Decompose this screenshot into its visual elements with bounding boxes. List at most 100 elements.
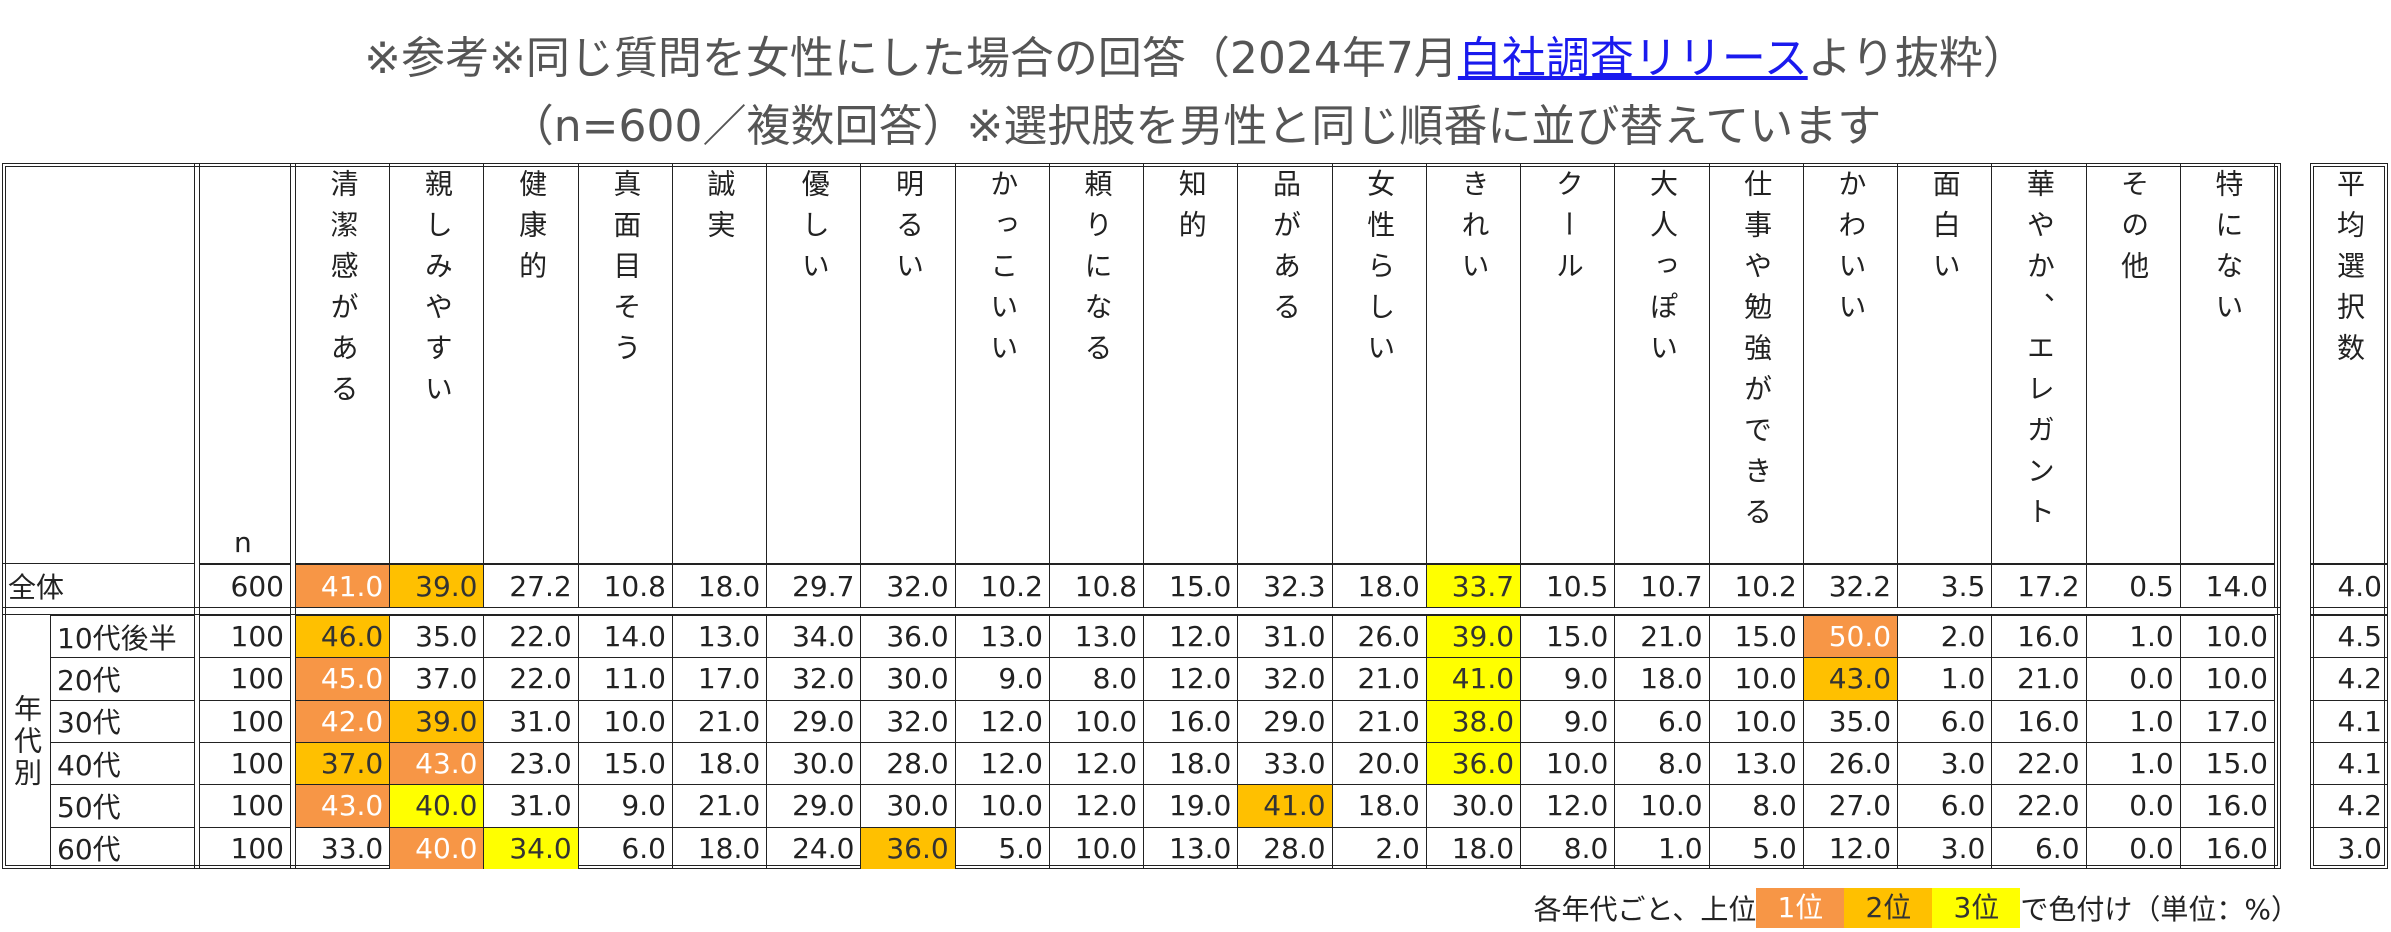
value-cell: 13.0 [1709, 742, 1804, 785]
value-cell: 37.0 [390, 657, 485, 700]
column-header: 真面目そう [578, 163, 673, 564]
column-header-text: 知的 [1174, 169, 1208, 251]
value-cell: 6.0 [1992, 826, 2087, 869]
column-header: かわいい [1803, 163, 1899, 564]
value-cell: 10.0 [2180, 615, 2275, 658]
value-cell: 1.0 [2086, 699, 2181, 742]
row-label: 50代 [50, 784, 194, 827]
value-cell: 10.0 [1049, 826, 1145, 869]
column-header: 誠実 [672, 163, 768, 564]
average-cell: 4.2 [2310, 784, 2388, 826]
footnote-text: で色付け（単位：%） [2020, 893, 2299, 926]
average-header: 平均選択数 [2310, 163, 2388, 564]
value-cell: 45.0 [296, 657, 391, 700]
column-header: 華やか、エレガント [1992, 163, 2087, 564]
value-cell: 42.0 [296, 699, 391, 742]
title-text: ※参考※同じ質問を女性にした場合の回答（2024年7月 [364, 33, 1458, 84]
legend-item: 3位 [1932, 888, 2021, 928]
value-cell: 39.0 [1426, 615, 1522, 658]
column-header: 知的 [1144, 163, 1239, 564]
value-cell: 32.0 [1238, 657, 1333, 700]
value-cell: 18.0 [1332, 784, 1427, 827]
row-label: 30代 [50, 699, 194, 742]
title-text: より抜粋） [1807, 33, 2027, 84]
value-cell: 1.0 [2086, 615, 2181, 658]
value-cell: 21.0 [672, 784, 768, 827]
value-cell: 3.0 [1898, 826, 1993, 869]
table-frame [2, 163, 2281, 869]
value-cell: 12.0 [1144, 657, 1239, 700]
value-cell: 32.2 [1803, 564, 1899, 607]
header-blank [2, 163, 194, 564]
value-cell: 26.0 [1332, 615, 1427, 658]
value-cell: 22.0 [1992, 742, 2087, 785]
value-cell: 43.0 [390, 742, 485, 785]
value-cell: 13.0 [672, 615, 768, 658]
value-cell: 38.0 [1426, 699, 1522, 742]
value-cell: 32.0 [861, 699, 956, 742]
value-cell: 33.7 [1426, 564, 1522, 607]
column-header: 頼りになる [1049, 163, 1145, 564]
value-cell: 6.0 [1615, 699, 1710, 742]
value-cell: 21.0 [1332, 699, 1427, 742]
value-cell: 30.0 [861, 657, 956, 700]
value-cell: 36.0 [1426, 742, 1522, 785]
value-cell: 11.0 [578, 657, 673, 700]
value-cell: 12.0 [1803, 826, 1899, 869]
value-cell: 12.0 [1144, 615, 1239, 658]
legend-item: 1位 [1756, 888, 1845, 928]
column-header-text: 面白い [1928, 169, 1962, 292]
n-cell: 100 [200, 657, 290, 699]
n-cell: 100 [200, 615, 290, 657]
value-cell: 17.0 [2180, 699, 2275, 742]
value-cell: 21.0 [1615, 615, 1710, 658]
value-cell: 39.0 [390, 699, 485, 742]
value-cell: 21.0 [672, 699, 768, 742]
column-header: 清潔感がある [296, 163, 391, 564]
value-cell: 18.0 [1426, 826, 1522, 869]
column-header: クール [1521, 163, 1616, 564]
legend: 1位 2位 3位 [1756, 888, 2021, 928]
value-cell: 20.0 [1332, 742, 1427, 785]
value-cell: 1.0 [2086, 742, 2181, 785]
value-cell: 13.0 [955, 615, 1050, 658]
value-cell: 1.0 [1615, 826, 1710, 869]
value-cell: 29.0 [767, 784, 862, 827]
value-cell: 18.0 [1615, 657, 1710, 700]
value-cell: 35.0 [1803, 699, 1899, 742]
value-cell: 10.0 [955, 784, 1050, 827]
value-cell: 18.0 [672, 564, 768, 607]
value-cell: 27.0 [1803, 784, 1899, 827]
value-cell: 10.0 [1615, 784, 1710, 827]
n-cell: 100 [200, 784, 290, 826]
footnote-text: 各年代ごと、上位 [1533, 893, 1757, 926]
value-cell: 0.5 [2086, 564, 2181, 607]
value-cell: 2.0 [1898, 615, 1993, 658]
value-cell: 40.0 [390, 784, 485, 827]
value-cell: 10.0 [1049, 699, 1145, 742]
value-cell: 9.0 [1521, 699, 1616, 742]
column-header-text: きれい [1457, 169, 1491, 292]
value-cell: 19.0 [1144, 784, 1239, 827]
column-header: 特にない [2180, 163, 2275, 564]
column-header: きれい [1426, 163, 1522, 564]
value-cell: 15.0 [1521, 615, 1616, 658]
column-header: 優しい [767, 163, 862, 564]
value-cell: 5.0 [1709, 826, 1804, 869]
value-cell: 3.0 [1898, 742, 1993, 785]
value-cell: 41.0 [1426, 657, 1522, 700]
legend-item: 2位 [1844, 888, 1933, 928]
column-header-text: 親しみやすい [420, 169, 454, 415]
value-cell: 0.0 [2086, 826, 2181, 869]
value-cell: 17.0 [672, 657, 768, 700]
value-cell: 18.0 [672, 826, 768, 869]
value-cell: 21.0 [1992, 657, 2087, 700]
value-cell: 37.0 [296, 742, 391, 785]
value-cell: 10.2 [1709, 564, 1804, 607]
release-link[interactable]: 自社調査リリース [1457, 33, 1808, 84]
column-header: 品がある [1238, 163, 1333, 564]
value-cell: 28.0 [861, 742, 956, 785]
average-cell: 4.2 [2310, 657, 2388, 699]
value-cell: 10.7 [1615, 564, 1710, 607]
value-cell: 10.0 [1521, 742, 1616, 785]
